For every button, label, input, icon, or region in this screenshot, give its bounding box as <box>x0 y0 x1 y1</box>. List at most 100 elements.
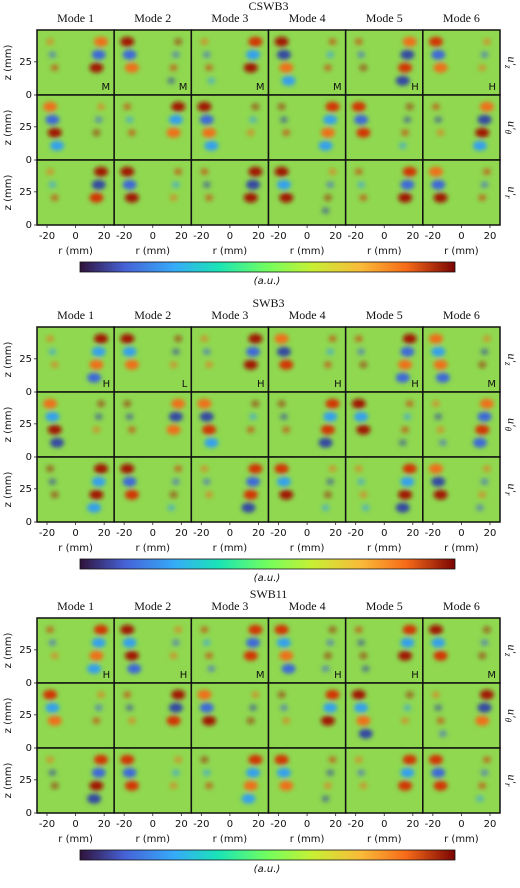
blob <box>89 650 104 661</box>
blob <box>325 101 340 112</box>
blob <box>475 127 490 138</box>
blob <box>475 795 484 803</box>
blob <box>202 478 211 486</box>
blob <box>433 780 448 791</box>
blob <box>124 489 139 500</box>
blob <box>174 465 183 473</box>
blob <box>405 103 414 111</box>
blob <box>276 179 291 190</box>
blob <box>174 38 183 46</box>
x-tick-label: -20 <box>39 819 55 830</box>
x-tick-label: 0 <box>458 819 464 830</box>
x-tick-label: 20 <box>98 819 111 830</box>
blob <box>200 335 209 343</box>
blob <box>395 502 410 513</box>
row-label-sub: θ <box>503 718 513 723</box>
heatmap-panel <box>191 392 269 457</box>
blob <box>45 114 60 125</box>
blob <box>356 715 371 726</box>
blob <box>433 359 448 370</box>
blob <box>205 491 214 499</box>
blobs <box>43 689 106 726</box>
blob <box>122 767 137 778</box>
blobs <box>277 101 340 151</box>
x-tick-label: 0 <box>458 528 464 539</box>
blob <box>202 51 211 59</box>
blob <box>124 192 139 203</box>
heatmap-panel <box>114 618 192 683</box>
blob <box>277 400 286 408</box>
blob <box>94 754 109 765</box>
blob <box>478 64 487 72</box>
row-label: u′r <box>503 774 519 787</box>
blob <box>433 192 448 203</box>
heatmap-panel <box>191 618 269 683</box>
blob <box>480 639 489 647</box>
blobs <box>200 754 263 804</box>
heatmap-panel <box>268 160 346 225</box>
blob <box>438 730 447 738</box>
blob <box>354 168 363 176</box>
row-label: u′θ <box>503 709 519 723</box>
blob <box>279 780 294 791</box>
x-tick-label: 20 <box>175 231 188 242</box>
x-tick-label: 20 <box>406 231 419 242</box>
heatmap-panel <box>345 327 423 392</box>
heatmap-panel <box>37 618 115 683</box>
blob <box>249 413 258 421</box>
blob <box>169 491 178 499</box>
blob <box>321 504 330 512</box>
blob <box>357 181 366 189</box>
blob <box>323 411 338 422</box>
blobs <box>274 463 337 512</box>
blobs <box>354 463 417 513</box>
blob <box>120 36 135 47</box>
blob <box>478 361 487 369</box>
y-tick-label: 0 <box>26 678 32 689</box>
blob <box>359 64 368 72</box>
y-tick-label: 0 <box>26 90 32 101</box>
blob <box>87 793 102 804</box>
quality-flag: M <box>487 379 496 390</box>
blob <box>204 140 219 151</box>
heatmap-panel <box>268 392 346 457</box>
row-label-sub: r <box>503 195 513 199</box>
blob <box>479 101 494 112</box>
x-tick-label: -20 <box>270 819 286 830</box>
row-label: u′z <box>503 353 519 366</box>
blob <box>50 194 59 202</box>
blob <box>171 181 180 189</box>
blobs <box>277 689 340 726</box>
blob <box>251 103 260 111</box>
heatmap-panel <box>114 392 192 457</box>
blob <box>400 346 415 357</box>
blobs <box>274 36 337 86</box>
blob <box>199 411 214 422</box>
blob <box>281 663 296 674</box>
blob <box>167 77 176 85</box>
colorbar-label: (a.u.) <box>254 276 281 287</box>
blob <box>94 413 103 421</box>
heatmap-panel <box>345 683 423 748</box>
x-tick-label: 20 <box>98 528 111 539</box>
blob <box>46 38 55 46</box>
blob <box>354 465 363 473</box>
blob <box>197 398 212 409</box>
blob <box>478 491 487 499</box>
column-title: Mode 1 <box>57 11 94 25</box>
column-title: Mode 5 <box>366 599 403 613</box>
blob <box>94 116 103 124</box>
blobs <box>200 333 263 370</box>
blob <box>248 754 263 765</box>
row-label-sub: r <box>503 492 513 496</box>
blob <box>87 663 102 674</box>
blobs <box>120 36 183 85</box>
heatmap-panel <box>191 327 269 392</box>
quality-flag: H <box>103 379 111 390</box>
blob <box>321 207 330 215</box>
quality-flag: H <box>180 670 188 681</box>
blob <box>200 38 209 46</box>
figure-title: CSWB3 <box>248 0 288 13</box>
blob <box>277 103 286 111</box>
blob <box>475 424 490 435</box>
